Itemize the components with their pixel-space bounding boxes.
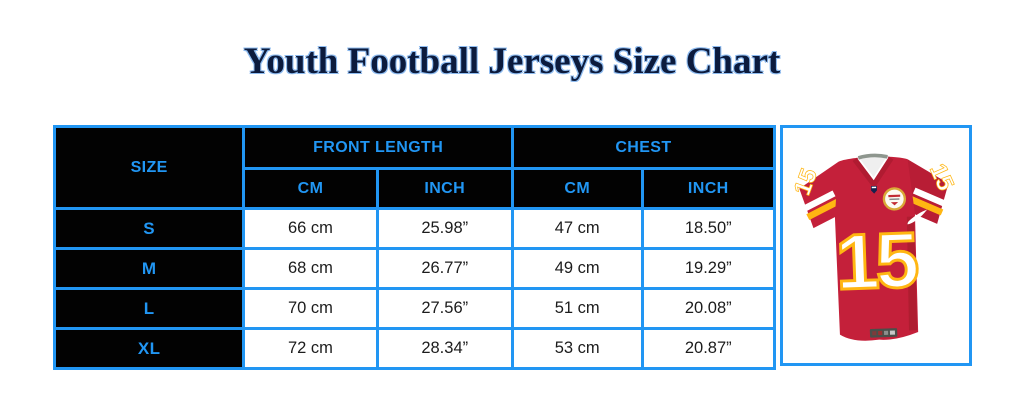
cell-m-front-cm: 68 cm — [242, 247, 379, 290]
cell-l-chest-cm: 51 cm — [510, 287, 644, 330]
cell-xl-chest-cm: 53 cm — [510, 327, 644, 370]
inner-back-collar — [857, 153, 888, 160]
header-chest-inch: INCH — [640, 167, 776, 210]
table-row-xl: XL 72 cm 28.34” 53 cm 20.87” — [52, 327, 776, 370]
nike-swoosh-icon — [907, 209, 928, 224]
nfl-shield-icon — [870, 185, 877, 194]
size-label-m: M — [52, 247, 246, 290]
size-label-l: L — [52, 287, 246, 330]
header-chest-cm: CM — [510, 167, 644, 210]
cell-m-front-inch: 26.77” — [375, 247, 514, 290]
cell-m-chest-cm: 49 cm — [510, 247, 644, 290]
cell-xl-chest-inch: 20.87” — [640, 327, 776, 370]
jersey-photo: 15 15 15 — [789, 153, 959, 341]
jersey-side-mesh-panel — [906, 215, 918, 330]
cell-l-front-inch: 27.56” — [375, 287, 514, 330]
chest-number: 15 — [834, 215, 919, 306]
header-chest: CHEST — [510, 125, 777, 170]
table-row-s: S 66 cm 25.98” 47 cm 18.50” — [52, 207, 776, 250]
cell-m-chest-inch: 19.29” — [640, 247, 776, 290]
table-row-m: M 68 cm 26.77” 49 cm 19.29” — [52, 247, 776, 290]
size-label-s: S — [52, 207, 246, 250]
table-row-l: L 70 cm 27.56” 51 cm 20.08” — [52, 287, 776, 330]
header-front-length: FRONT LENGTH — [242, 125, 514, 170]
jersey-collar — [852, 153, 894, 189]
jersey-photo-frame: 15 15 15 — [780, 125, 972, 366]
header-front-inch: INCH — [375, 167, 514, 210]
cell-xl-front-cm: 72 cm — [242, 327, 379, 370]
cell-l-front-cm: 70 cm — [242, 287, 379, 330]
jock-tag — [869, 327, 898, 338]
size-label-xl: XL — [52, 327, 246, 370]
cell-s-chest-inch: 18.50” — [640, 207, 776, 250]
header-size: SIZE — [52, 125, 246, 210]
team-patch-icon — [882, 186, 907, 211]
cell-s-chest-cm: 47 cm — [510, 207, 644, 250]
cell-s-front-inch: 25.98” — [375, 207, 514, 250]
chart-row: SIZE FRONT LENGTH CHEST CM INCH CM INCH … — [52, 125, 972, 370]
jersey-right-sleeve — [905, 158, 949, 224]
header-front-cm: CM — [242, 167, 379, 210]
jersey-left-sleeve — [799, 161, 844, 228]
page-title: Youth Football Jerseys Size Chart — [243, 41, 781, 82]
size-chart-table: SIZE FRONT LENGTH CHEST CM INCH CM INCH … — [52, 125, 777, 370]
cell-l-chest-inch: 20.08” — [640, 287, 776, 330]
cell-xl-front-inch: 28.34” — [375, 327, 514, 370]
cell-s-front-cm: 66 cm — [242, 207, 379, 250]
